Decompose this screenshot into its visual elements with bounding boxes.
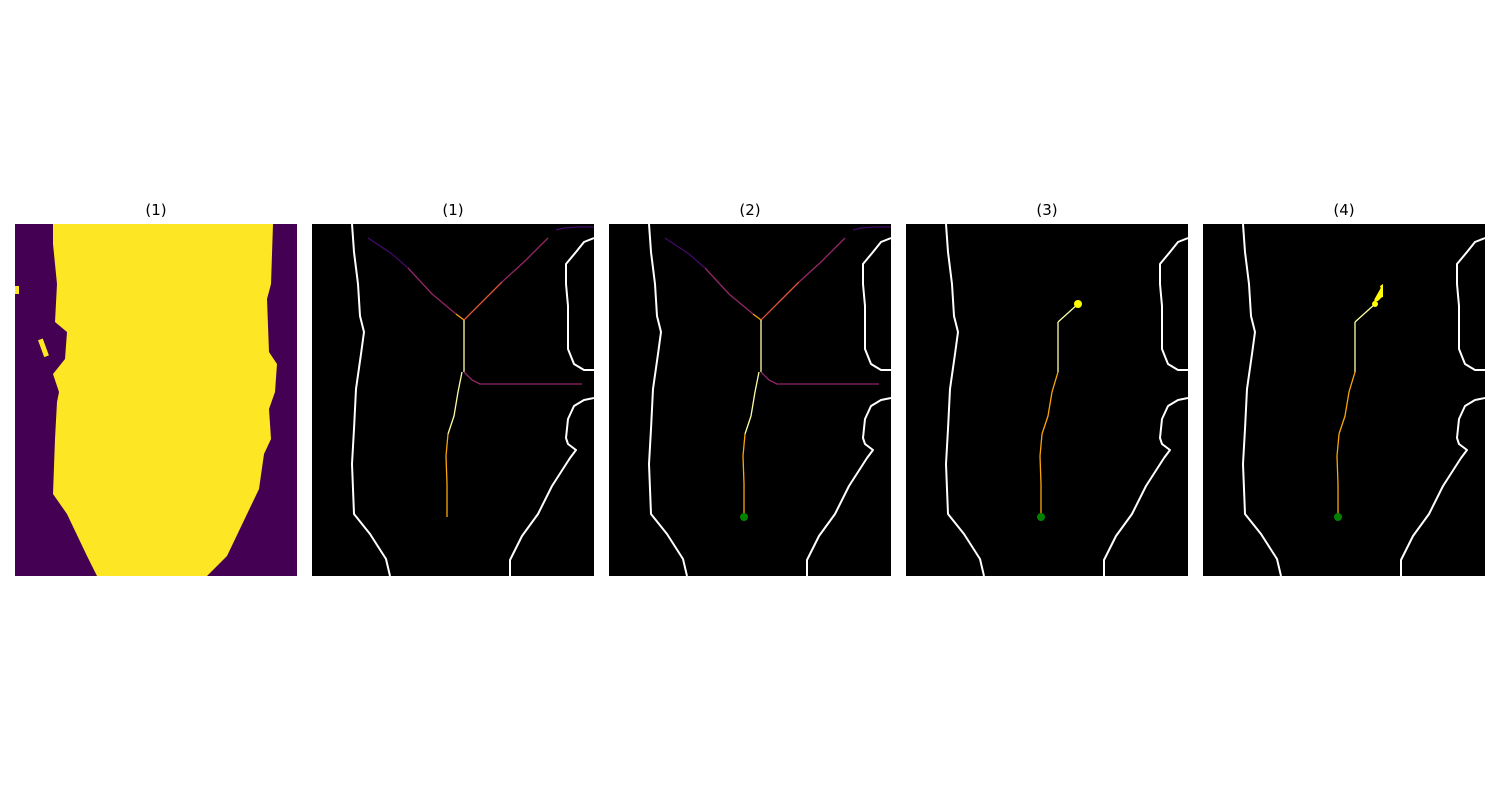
skeleton-right-mid-branch bbox=[798, 237, 846, 283]
direction-arrow-head bbox=[1374, 284, 1383, 300]
panel-background bbox=[1203, 224, 1485, 576]
panel-4-title: (3) bbox=[1036, 201, 1058, 219]
skeleton-trunk-mid bbox=[447, 371, 463, 435]
panel-background bbox=[312, 224, 594, 576]
panel-5-title: (4) bbox=[1333, 201, 1355, 219]
skeleton-right-upper-branch bbox=[852, 226, 891, 231]
skeleton-left-lower-branch bbox=[455, 313, 465, 321]
mask-road-region bbox=[53, 224, 277, 576]
skeleton-left-mid-branch bbox=[704, 267, 754, 315]
start-point-marker bbox=[1037, 513, 1045, 521]
skeleton-side-branch bbox=[463, 371, 582, 385]
panel-3-title: (2) bbox=[739, 201, 761, 219]
right-top-edge-line bbox=[862, 237, 891, 371]
skeleton-left-upper-branch bbox=[367, 237, 409, 269]
right-top-edge-line bbox=[1456, 237, 1485, 371]
target-point-marker bbox=[1074, 300, 1082, 308]
skeleton-left-lower-branch bbox=[752, 313, 762, 321]
skeleton-trunk-lower bbox=[445, 433, 449, 517]
path-lower-segment bbox=[1039, 433, 1043, 517]
panel-background bbox=[609, 224, 891, 576]
path-mid-segment bbox=[1041, 371, 1059, 435]
right-bottom-edge-line bbox=[1103, 397, 1188, 576]
panel-5-arrow-image bbox=[1203, 224, 1485, 576]
mask-small-fragment bbox=[38, 338, 49, 358]
skeleton-left-mid-branch bbox=[407, 267, 457, 315]
skeleton-right-lower-branch bbox=[760, 281, 800, 321]
right-top-edge-line bbox=[1159, 237, 1188, 371]
left-edge-line bbox=[945, 224, 985, 576]
skeleton-trunk-lower bbox=[742, 433, 746, 517]
selected-path bbox=[1336, 303, 1376, 517]
mask-edge-fragment bbox=[15, 286, 19, 294]
skeleton-graph bbox=[664, 226, 891, 517]
selected-path bbox=[1039, 303, 1079, 517]
panel-2-title: (1) bbox=[442, 201, 464, 219]
panel-1-title: (1) bbox=[145, 201, 167, 219]
left-edge-line bbox=[351, 224, 391, 576]
skeleton-right-upper-branch bbox=[555, 226, 594, 231]
skeleton-right-lower-branch bbox=[463, 281, 503, 321]
skeleton-graph bbox=[367, 226, 594, 517]
path-mid-segment bbox=[1338, 371, 1356, 435]
path-lower-segment bbox=[1336, 433, 1340, 517]
left-edge-line bbox=[648, 224, 688, 576]
left-edge-line bbox=[1242, 224, 1282, 576]
skeleton-trunk-mid bbox=[744, 371, 760, 435]
right-bottom-edge-line bbox=[509, 397, 594, 576]
path-upper-diagonal bbox=[1354, 303, 1376, 323]
panel-1-mask-image bbox=[15, 224, 297, 576]
road-edges bbox=[648, 224, 891, 576]
right-bottom-edge-line bbox=[1400, 397, 1485, 576]
path-upper-diagonal bbox=[1057, 303, 1079, 323]
start-point-marker bbox=[740, 513, 748, 521]
skeleton-side-branch bbox=[760, 371, 879, 385]
road-edges bbox=[1242, 224, 1485, 576]
right-top-edge-line bbox=[565, 237, 594, 371]
target-point-marker bbox=[1372, 301, 1378, 307]
start-point-marker bbox=[1334, 513, 1342, 521]
skeleton-left-upper-branch bbox=[664, 237, 706, 269]
right-bottom-edge-line bbox=[806, 397, 891, 576]
road-edges bbox=[945, 224, 1188, 576]
panel-3-start-image bbox=[609, 224, 891, 576]
panel-4-path-image bbox=[906, 224, 1188, 576]
panel-background bbox=[906, 224, 1188, 576]
panel-2-skeleton-image bbox=[312, 224, 594, 576]
skeleton-right-mid-branch bbox=[501, 237, 549, 283]
road-edges bbox=[351, 224, 594, 576]
